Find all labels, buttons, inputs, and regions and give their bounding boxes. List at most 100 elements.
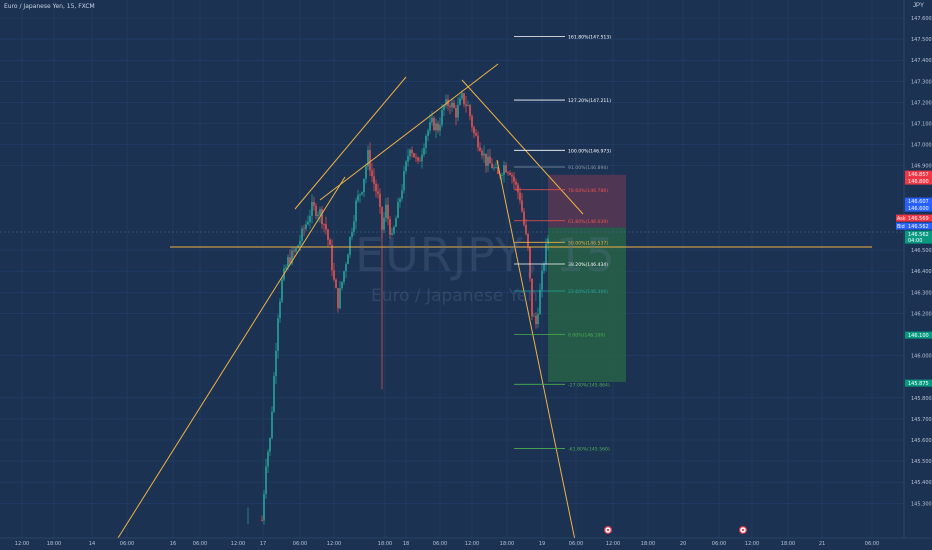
currency-label: JPY bbox=[913, 3, 925, 9]
candle-body bbox=[405, 161, 407, 172]
candle-body bbox=[275, 350, 277, 376]
candle-body bbox=[439, 124, 441, 131]
candle-body bbox=[463, 93, 465, 105]
candle-body bbox=[425, 136, 427, 148]
candle-body bbox=[511, 174, 513, 177]
fib-level-label: 50.00%(146.537) bbox=[568, 240, 608, 246]
candle-body bbox=[529, 247, 531, 279]
candle-body bbox=[399, 198, 401, 203]
candle-body bbox=[379, 193, 381, 207]
price-label-text: 146.100 bbox=[908, 333, 929, 339]
trendline[interactable] bbox=[294, 76, 407, 210]
candle-body bbox=[481, 150, 483, 156]
candle-body bbox=[427, 130, 429, 137]
time-tick-label: 20 bbox=[680, 541, 686, 547]
fib-level-label: 61.80%(146.639) bbox=[568, 219, 608, 225]
candle-body bbox=[431, 117, 433, 123]
candle-body bbox=[475, 133, 477, 136]
time-axis[interactable]: 12:00 18:00 14 06:00 16 06:00 12:00 17 06:00 12:0… bbox=[0, 525, 932, 550]
candle-body bbox=[267, 451, 269, 467]
fib-level-label: -27.00%(145.864) bbox=[568, 382, 610, 388]
time-tick-label: 12:00 bbox=[231, 541, 245, 547]
candle-body bbox=[501, 174, 503, 176]
time-axis-background bbox=[0, 538, 932, 550]
candle-body bbox=[485, 153, 487, 166]
candle-body bbox=[543, 264, 545, 271]
candle-body bbox=[537, 314, 539, 324]
price-label-text: 146.857 bbox=[908, 172, 929, 178]
candle-body bbox=[263, 493, 265, 521]
time-tick-label: 06:00 bbox=[193, 541, 207, 547]
fib-level-label: 0.00%(146.100) bbox=[568, 333, 605, 339]
candle-body bbox=[299, 240, 301, 246]
price-tick-label: 145.600 bbox=[911, 438, 932, 444]
candle-body bbox=[461, 93, 463, 99]
candle-body bbox=[377, 191, 379, 194]
price-label-text: 146.600 bbox=[908, 206, 929, 212]
candle-body bbox=[527, 233, 529, 248]
price-label-box bbox=[905, 214, 932, 222]
candle-body bbox=[415, 157, 417, 159]
time-tick-label: 06:00 bbox=[569, 541, 583, 547]
event-marker-dot bbox=[741, 528, 745, 532]
candle-body bbox=[417, 157, 419, 161]
candle-body bbox=[409, 149, 411, 157]
candle-body bbox=[281, 279, 283, 302]
fib-level-label: 38.20%(146.434) bbox=[568, 262, 608, 268]
price-label-text: 146.562 bbox=[908, 232, 929, 238]
time-tick-label: 06:00 bbox=[865, 541, 879, 547]
stop-loss-zone bbox=[548, 174, 626, 228]
trendline[interactable] bbox=[496, 159, 578, 550]
candle-body bbox=[393, 226, 395, 234]
candle-body bbox=[355, 200, 357, 222]
trendline[interactable] bbox=[117, 176, 346, 539]
time-tick-label: 18 bbox=[403, 541, 409, 547]
candle-body bbox=[401, 190, 403, 199]
price-label-tag: Ask bbox=[897, 216, 906, 222]
candle-body bbox=[385, 204, 387, 218]
candle-body bbox=[497, 167, 499, 174]
candle-body bbox=[357, 195, 359, 201]
time-tick-label: 21 bbox=[819, 541, 825, 547]
candle-body bbox=[321, 209, 323, 224]
candle-body bbox=[455, 108, 457, 118]
trendlines[interactable] bbox=[117, 63, 872, 550]
candle-body bbox=[413, 153, 415, 158]
candle-body bbox=[519, 192, 521, 201]
candle-body bbox=[347, 254, 349, 265]
trendline[interactable] bbox=[461, 79, 584, 215]
candle-body bbox=[539, 289, 541, 315]
candle-body bbox=[365, 166, 367, 179]
candle-body bbox=[331, 245, 333, 271]
candle-body bbox=[483, 153, 485, 156]
candle-body bbox=[453, 102, 455, 109]
candle-body bbox=[335, 279, 337, 289]
candle-body bbox=[315, 205, 317, 217]
fib-extension[interactable]: 161.80%(147.513) 127.20%(147.211) 100.00%(… bbox=[514, 34, 611, 452]
chart-title: Euro / Japanese Yen, 15, FXCM bbox=[4, 3, 95, 10]
candle-body bbox=[353, 221, 355, 232]
candle-body bbox=[309, 216, 311, 222]
candle-body bbox=[469, 105, 471, 117]
candle-body bbox=[327, 229, 329, 240]
price-tick-label: 147.000 bbox=[911, 143, 932, 149]
time-tick-label: 12:00 bbox=[465, 541, 479, 547]
price-label-text: 146.562 bbox=[908, 224, 929, 230]
candle-body bbox=[271, 411, 273, 439]
candle-body bbox=[269, 438, 271, 452]
candle-body bbox=[533, 315, 535, 317]
candle-body bbox=[301, 228, 303, 241]
time-tick-label: 12:00 bbox=[745, 541, 759, 547]
price-label-box bbox=[905, 222, 932, 230]
candle-body bbox=[545, 243, 547, 265]
candle-body bbox=[345, 264, 347, 272]
fib-level-label: -61.80%(145.560) bbox=[568, 446, 610, 452]
price-tick-label: 146.400 bbox=[911, 269, 932, 275]
candle-body bbox=[505, 165, 507, 173]
fib-level-label: 100.00%(146.973) bbox=[568, 148, 611, 154]
price-label-text: 145.875 bbox=[908, 381, 929, 387]
price-tick-label: 145.500 bbox=[911, 459, 932, 465]
candle-body bbox=[341, 281, 343, 289]
